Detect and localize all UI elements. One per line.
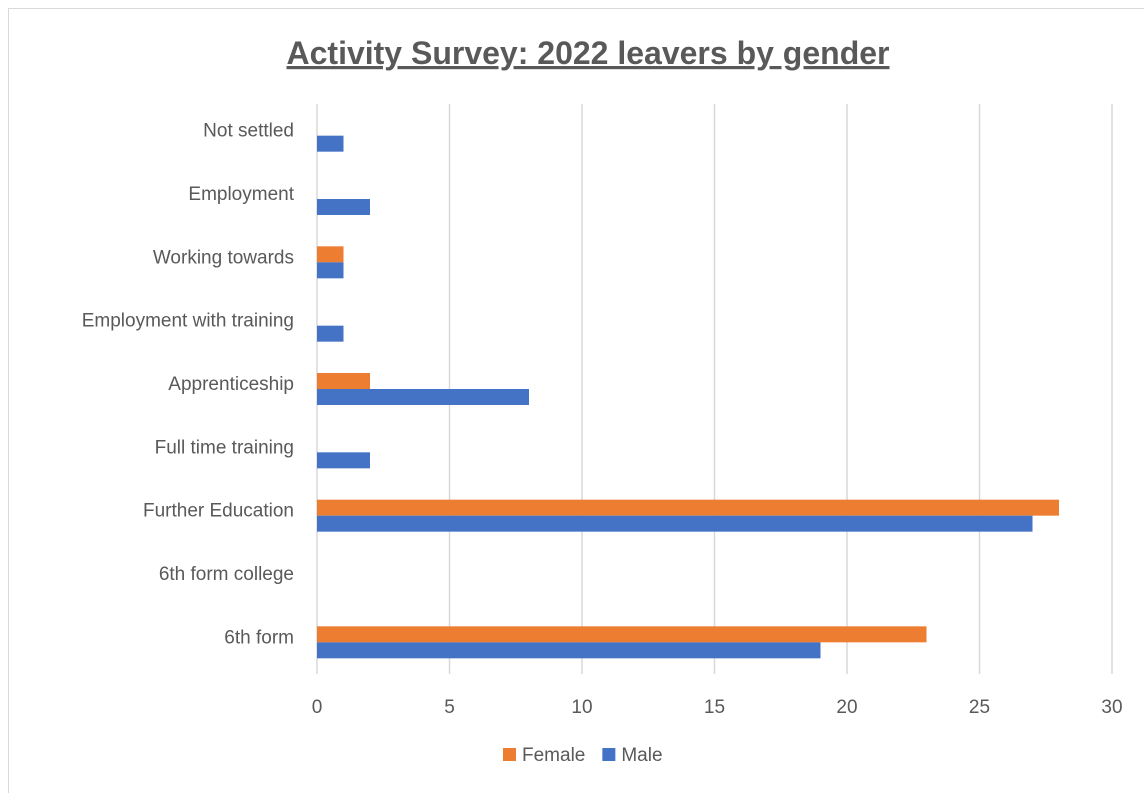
bar-female-6th-form [317,626,927,643]
category-label: Employment with training [82,311,294,332]
x-tick-label: 15 [704,697,725,718]
legend-swatch-female [503,748,516,761]
bar-male-working-towards [317,262,344,279]
x-axis-tick-labels: 0 5 10 15 20 25 30 [312,697,1123,718]
legend-label-female: Female [522,745,585,766]
legend-swatch-male [602,748,616,761]
category-label: Further Education [143,501,294,522]
x-tick-label: 0 [312,697,323,718]
x-tick-label: 30 [1101,697,1122,718]
x-tick-label: 25 [969,697,990,718]
category-label: Apprenticeship [168,374,294,395]
bar-female-apprenticeship [317,373,370,389]
category-label: Not settled [203,121,294,142]
x-tick-label: 10 [571,697,592,718]
x-tick-label: 20 [836,697,857,718]
bar-female-working-towards [317,246,344,263]
bar-male-employment [317,199,370,215]
category-label: 6th form [224,627,294,648]
category-label: Full time training [155,437,294,458]
legend-label-male: Male [621,745,662,766]
bar-male-further-education [317,515,1033,532]
bar-male-6th-form [317,642,821,659]
bar-male-not-settled [317,135,344,152]
bar-male-employment-with-training [317,325,344,342]
bar-male-full-time-training [317,452,370,469]
bar-male-apprenticeship [317,389,529,405]
bar-female-further-education [317,499,1059,516]
x-tick-label: 5 [444,697,455,718]
legend: Female Male [503,745,663,766]
category-label: Working towards [153,247,294,268]
y-axis-category-labels: Not settled Employment Working towards Empl… [82,121,295,649]
category-label: 6th form college [159,564,294,585]
chart-frame [8,8,1144,793]
category-label: Employment [188,184,294,205]
chart-title: Activity Survey: 2022 leavers by gender [287,35,890,71]
bars [317,135,1059,659]
